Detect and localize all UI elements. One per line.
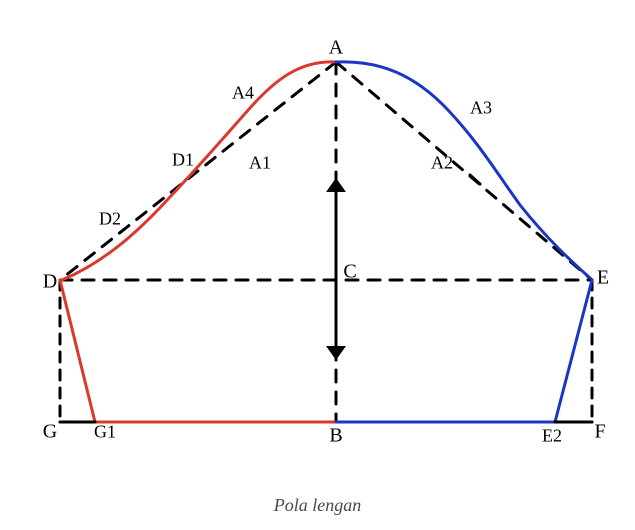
label-a2: A2: [431, 153, 453, 174]
label-a: A: [329, 37, 343, 60]
grainline-arrowhead-top: [326, 178, 346, 192]
label-f: F: [594, 421, 605, 444]
diagram-svg: [0, 0, 635, 530]
label-g1: G1: [94, 422, 116, 443]
grainline-arrowhead-bottom: [326, 346, 346, 360]
caption: Pola lengan: [0, 495, 635, 516]
label-a3: A3: [470, 98, 492, 119]
label-b: B: [329, 425, 342, 448]
construction-line-A-E: [336, 62, 592, 280]
diagram-canvas: A A4 A1 A3 A2 D1 D2 D C E G G1 B E2 F Pola lengan: [0, 0, 635, 530]
label-a4: A4: [232, 83, 254, 104]
label-e: E: [597, 267, 609, 290]
label-e2: E2: [542, 426, 562, 447]
label-c: C: [343, 261, 356, 284]
label-d1: D1: [172, 150, 194, 171]
label-a1: A1: [249, 153, 271, 174]
tick-a2: [470, 175, 480, 184]
seam-line-E-E2: [555, 280, 592, 422]
construction-line-A-D: [60, 62, 336, 280]
label-d2: D2: [99, 209, 121, 230]
seam-line-D-G1: [60, 280, 95, 422]
label-d: D: [43, 271, 57, 294]
label-g: G: [43, 421, 57, 444]
